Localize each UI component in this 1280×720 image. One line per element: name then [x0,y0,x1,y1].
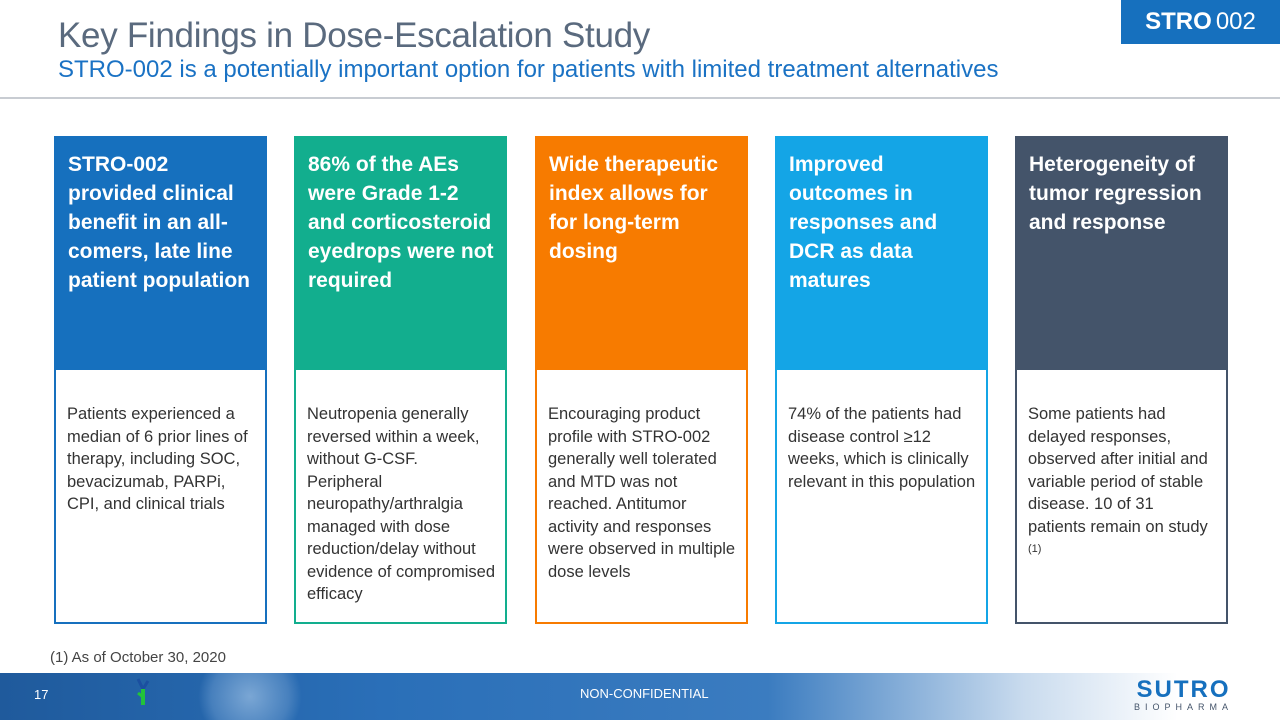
product-badge: STRO 002 [1121,0,1280,44]
footnote: (1) As of October 30, 2020 [50,649,226,666]
classification-label: NON-CONFIDENTIAL [580,686,709,701]
card-body: Some patients had delayed responses, obs… [1017,370,1226,565]
antibody-icon [136,678,150,705]
page-title: Key Findings in Dose-Escalation Study [58,16,650,55]
page-subtitle: STRO-002 is a potentially important opti… [58,56,999,83]
page-number: 17 [34,687,49,702]
finding-card: STRO-002 provided clinical benefit in an… [54,136,267,624]
finding-card: Wide therapeutic index allows for for lo… [535,136,748,624]
divider [0,97,1280,99]
logo-sub: BIOPHARMA [1134,702,1234,712]
card-heading: STRO-002 provided clinical benefit in an… [56,138,265,370]
finding-card: Improved outcomes in responses and DCR a… [775,136,988,624]
badge-bold: STRO [1145,8,1212,35]
card-heading: 86% of the AEs were Grade 1-2 and cortic… [296,138,505,370]
footnote-ref: (1) [1028,543,1042,555]
card-heading: Heterogeneity of tumor regression and re… [1017,138,1226,370]
sutro-logo: SUTRO BIOPHARMA [1134,676,1234,713]
card-heading: Improved outcomes in responses and DCR a… [777,138,986,370]
card-body-text: Some patients had delayed responses, obs… [1028,405,1208,536]
card-heading: Wide therapeutic index allows for for lo… [537,138,746,370]
card-body: 74% of the patients had disease control … [788,405,976,491]
logo-main: SUTRO [1136,676,1231,703]
card-body: Neutropenia generally reversed within a … [307,405,496,603]
finding-card: Heterogeneity of tumor regression and re… [1015,136,1228,624]
cell-image [190,673,310,720]
card-body: Patients experienced a median of 6 prior… [67,405,248,513]
card-body: Encouraging product profile with STRO-00… [548,405,736,581]
badge-rest: 002 [1215,8,1256,35]
finding-card: 86% of the AEs were Grade 1-2 and cortic… [294,136,507,624]
